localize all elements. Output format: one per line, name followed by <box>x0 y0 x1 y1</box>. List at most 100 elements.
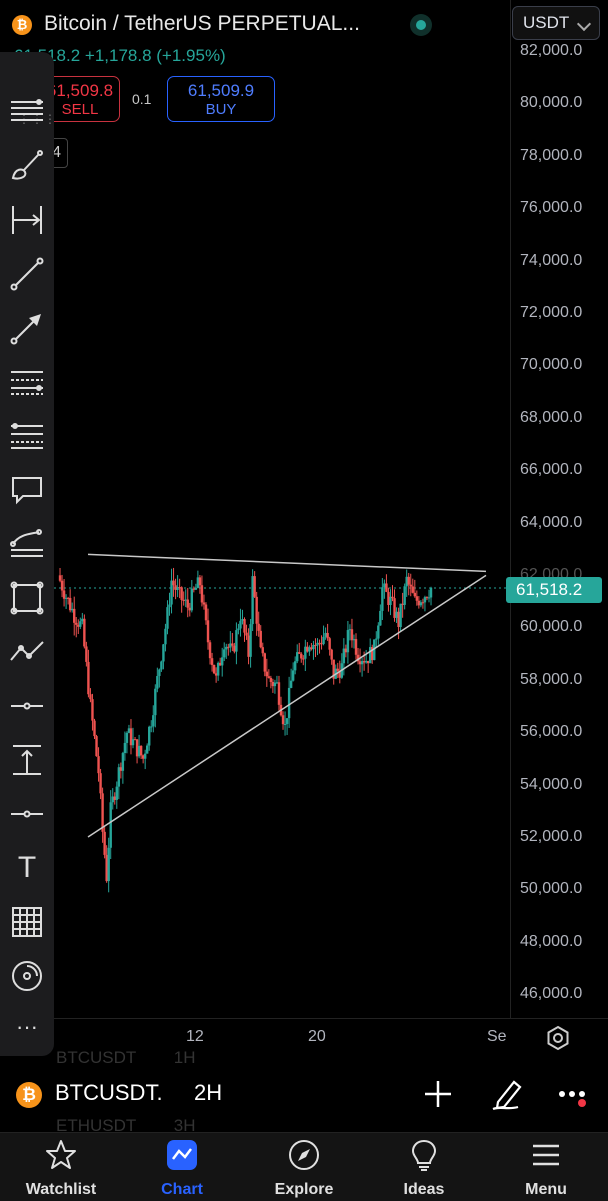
candle <box>186 599 189 608</box>
buy-button[interactable]: 61,509.9 BUY <box>167 76 275 122</box>
candle <box>218 662 222 666</box>
candle <box>312 644 315 650</box>
candle <box>395 611 398 618</box>
candle <box>105 854 108 882</box>
trend-line[interactable] <box>87 553 487 573</box>
pen-icon[interactable] <box>490 1076 526 1112</box>
callout-icon[interactable] <box>9 472 45 508</box>
price-tick: 80,000.0 <box>520 94 583 112</box>
candle <box>60 580 64 591</box>
trend-line[interactable] <box>87 574 487 838</box>
candle <box>119 767 123 771</box>
tab-ideas[interactable]: Ideas <box>374 1138 474 1199</box>
candle <box>111 796 114 803</box>
tab-watchlist[interactable]: Watchlist <box>11 1138 111 1199</box>
text-icon[interactable]: T <box>17 851 37 884</box>
candle <box>342 648 346 664</box>
rectangle-icon[interactable] <box>9 580 45 616</box>
candle <box>233 645 236 652</box>
price-tick: 78,000.0 <box>520 146 583 164</box>
candle <box>85 646 88 662</box>
candle <box>204 604 208 621</box>
chart-settings-icon[interactable] <box>545 1025 571 1051</box>
candle <box>277 682 281 705</box>
path-icon[interactable] <box>9 526 45 562</box>
add-icon[interactable] <box>420 1076 456 1112</box>
candle <box>231 643 234 646</box>
candle <box>141 755 145 759</box>
date-range-icon[interactable] <box>9 202 45 238</box>
candle <box>58 575 62 581</box>
price-tick: 46,000.0 <box>520 985 583 1003</box>
menu-lines-icon[interactable] <box>9 94 45 130</box>
more-icon[interactable]: ··· <box>16 1014 38 1039</box>
candle <box>320 643 323 645</box>
candle <box>190 588 193 611</box>
price-range-icon[interactable] <box>9 742 45 778</box>
horizontal-ray-icon[interactable] <box>9 688 45 724</box>
fib-retracement-icon[interactable] <box>9 418 45 454</box>
tab-chart[interactable]: Chart <box>132 1138 232 1199</box>
more-options-icon[interactable] <box>556 1082 592 1108</box>
candle <box>249 624 252 657</box>
time-axis[interactable] <box>54 1018 608 1019</box>
trend-line-icon[interactable] <box>9 256 45 292</box>
candle <box>174 585 177 590</box>
candle <box>87 661 90 695</box>
candle <box>154 688 157 716</box>
candle <box>166 607 169 629</box>
candle <box>91 699 94 721</box>
candle <box>296 652 299 662</box>
candle <box>377 625 380 639</box>
candle <box>356 654 360 662</box>
candle <box>300 653 303 659</box>
candle <box>125 732 129 743</box>
currency-select[interactable]: USDT <box>512 6 600 40</box>
horizontal-line-icon[interactable] <box>9 796 45 832</box>
watchlist-ghost-row: BTCUSDT 1H <box>56 1048 196 1067</box>
candle <box>253 576 256 597</box>
candle <box>389 596 392 606</box>
candle <box>344 648 348 653</box>
candle <box>405 576 408 587</box>
candle <box>306 646 309 652</box>
candle <box>109 802 112 848</box>
price-axis[interactable] <box>510 0 608 1018</box>
candle <box>257 623 260 631</box>
candle <box>271 681 275 687</box>
candle <box>131 739 135 746</box>
tab-explore[interactable]: Explore <box>254 1138 354 1199</box>
candle <box>62 590 66 599</box>
spread-value: 0.1 <box>132 91 152 107</box>
candle <box>369 647 372 664</box>
pitchfork-icon[interactable] <box>9 364 45 400</box>
candle <box>316 642 319 646</box>
candle <box>287 687 291 719</box>
candle <box>417 600 421 606</box>
candle <box>263 653 266 672</box>
price-chart[interactable] <box>54 0 510 1018</box>
grid-icon[interactable] <box>9 904 45 940</box>
buy-label: BUY <box>205 101 237 118</box>
symbol-title[interactable]: Bitcoin / TetherUS PERPETUAL... <box>44 12 360 35</box>
candle <box>346 630 350 653</box>
timeframe-selector[interactable]: 2H <box>194 1080 223 1105</box>
polyline-icon[interactable] <box>9 634 45 670</box>
tab-label: Chart <box>161 1181 203 1198</box>
magnet-icon[interactable] <box>9 958 45 994</box>
tab-menu[interactable]: Menu <box>496 1138 596 1199</box>
candle <box>261 647 264 654</box>
candle <box>223 649 226 658</box>
candle <box>221 657 224 666</box>
price-tick: 54,000.0 <box>520 775 583 793</box>
arrow-icon[interactable] <box>9 310 45 346</box>
candle <box>421 602 425 604</box>
candle <box>379 610 382 626</box>
candle <box>162 644 165 662</box>
candle <box>182 599 185 601</box>
candle <box>115 786 118 800</box>
candle <box>192 588 196 590</box>
symbol-selector[interactable]: BTCUSDT. <box>55 1080 163 1105</box>
brush-icon[interactable] <box>9 148 45 184</box>
candle <box>229 643 232 648</box>
